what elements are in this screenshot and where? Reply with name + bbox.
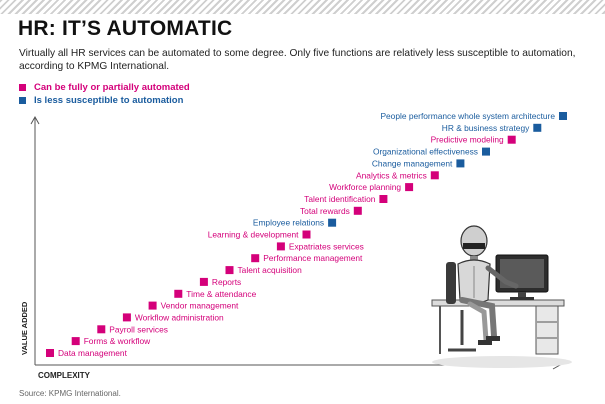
point-label: Expatriates services bbox=[289, 241, 364, 251]
header-stripes bbox=[0, 0, 605, 14]
point-marker bbox=[405, 183, 414, 192]
point-marker bbox=[559, 112, 567, 120]
point-marker bbox=[148, 301, 157, 310]
point-label: Analytics & metrics bbox=[356, 170, 427, 180]
point-marker bbox=[46, 349, 54, 357]
point-label: Performance management bbox=[263, 253, 363, 263]
y-axis-label: VALUE ADDED bbox=[20, 301, 29, 355]
y-axis-arrow bbox=[30, 115, 40, 125]
point-label: Data management bbox=[58, 348, 128, 358]
legend-label-less-susceptible: Is less susceptible to automation bbox=[34, 94, 184, 106]
point-marker bbox=[251, 254, 260, 263]
point-label: People performance whole system architec… bbox=[380, 111, 555, 121]
point-label: Workflow administration bbox=[135, 312, 224, 322]
point-label: Organizational effectiveness bbox=[373, 147, 478, 157]
point-marker bbox=[353, 206, 362, 215]
page-subtitle: Virtually all HR services can be automat… bbox=[19, 48, 576, 72]
point-label: Time & attendance bbox=[186, 289, 256, 299]
robot-illustration bbox=[431, 225, 572, 368]
point-label: Payroll services bbox=[109, 324, 168, 334]
point-label: Vendor management bbox=[161, 301, 239, 311]
point-label: Talent acquisition bbox=[238, 265, 303, 275]
legend-item-automated: Can be fully or partially automated bbox=[19, 81, 190, 93]
point-marker bbox=[533, 123, 542, 132]
page-title: HR: IT’S AUTOMATIC bbox=[18, 17, 233, 40]
point-label: Predictive modeling bbox=[431, 135, 504, 145]
legend-swatch-less-susceptible bbox=[19, 96, 26, 104]
x-axis-label: COMPLEXITY bbox=[38, 371, 91, 380]
point-marker bbox=[199, 277, 208, 286]
point-marker bbox=[97, 325, 106, 334]
legend-item-less-susceptible: Is less susceptible to automation bbox=[19, 94, 183, 106]
source-note: Source: KPMG International. bbox=[19, 389, 121, 398]
point-marker bbox=[328, 218, 337, 227]
point-label: HR & business strategy bbox=[442, 123, 530, 133]
point-label: Talent identification bbox=[304, 194, 376, 204]
point-label: Employee relations bbox=[253, 218, 324, 228]
point-label: Workforce planning bbox=[329, 182, 401, 192]
point-label: Change management bbox=[372, 158, 453, 168]
point-label: Total rewards bbox=[300, 206, 350, 216]
legend-label-automated: Can be fully or partially automated bbox=[34, 81, 190, 93]
chart-marks: Data management Forms & workflow Payroll s… bbox=[46, 111, 567, 358]
point-marker bbox=[225, 266, 234, 275]
point-marker bbox=[174, 289, 183, 298]
point-marker bbox=[430, 171, 439, 180]
point-marker bbox=[456, 159, 465, 168]
point-marker bbox=[302, 230, 311, 239]
legend-swatch-automated bbox=[19, 83, 26, 91]
point-label: Forms & workflow bbox=[84, 336, 151, 346]
point-marker bbox=[507, 135, 516, 144]
point-marker bbox=[482, 147, 490, 156]
point-marker bbox=[122, 313, 131, 322]
point-label: Learning & development bbox=[208, 230, 299, 240]
point-marker bbox=[71, 337, 80, 346]
point-marker bbox=[379, 195, 388, 203]
point-label: Reports bbox=[212, 277, 241, 287]
point-marker bbox=[276, 242, 285, 251]
